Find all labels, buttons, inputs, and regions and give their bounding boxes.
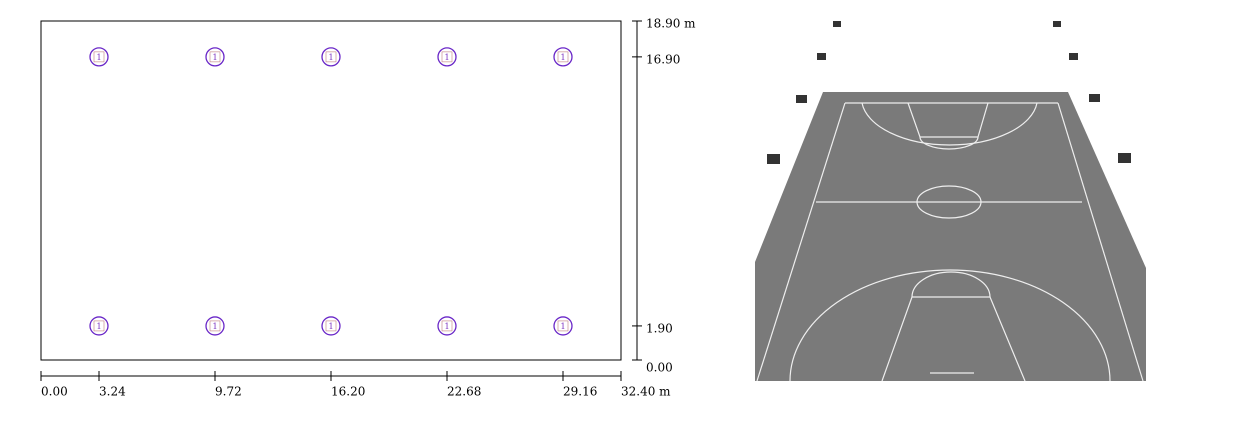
luminaire-box: [93, 51, 105, 63]
luminaire-box: [209, 51, 221, 63]
court-line: [861, 102, 1038, 146]
luminaire-label: 1: [212, 322, 217, 331]
luminaire-label: 1: [560, 322, 565, 331]
luminaire: 1: [553, 316, 573, 336]
fixture: [833, 21, 841, 27]
luminaire-box: [441, 320, 453, 332]
luminaire-symbol: [89, 316, 109, 336]
luminaire-box: [325, 51, 337, 63]
luminaire-symbol: [437, 47, 457, 67]
luminaire: 1: [437, 47, 457, 67]
luminaire-box: [441, 51, 453, 63]
fixture: [1069, 53, 1078, 60]
luminaire-box: [557, 320, 569, 332]
x-tick-label: 22.68: [447, 385, 481, 399]
luminaire-label: 1: [328, 53, 333, 62]
court-line: [907, 102, 989, 138]
y-tick-label: 16.90: [646, 52, 680, 66]
luminaire-symbol: [553, 316, 573, 336]
fixture: [817, 53, 826, 60]
luminaire-symbol: [89, 47, 109, 67]
plan-border: [40, 20, 622, 361]
luminaire-symbol: [205, 316, 225, 336]
fixture: [1053, 21, 1061, 27]
fixture: [767, 154, 780, 164]
court-line: [919, 136, 979, 150]
luminaire-label: 1: [328, 322, 333, 331]
x-tick-label: 9.72: [215, 385, 242, 399]
luminaire: 1: [205, 316, 225, 336]
luminaire-label: 1: [444, 53, 449, 62]
court-line: [881, 296, 1026, 382]
x-tick-label: 16.20: [331, 385, 365, 399]
luminaire-box: [209, 320, 221, 332]
court-line: [1057, 102, 1144, 382]
court-floor: [755, 92, 1146, 381]
x-tick-label: 0.00: [41, 385, 68, 399]
fixture: [796, 95, 807, 103]
court-3d: [755, 21, 1146, 382]
luminaire-label: 1: [212, 53, 217, 62]
x-tick-label: 3.24: [99, 385, 126, 399]
luminaire: 1: [437, 316, 457, 336]
y-tick-label: 18.90 m: [646, 17, 696, 31]
court-line: [756, 102, 846, 382]
luminaire-symbol: [321, 47, 341, 67]
luminaire: 1: [553, 47, 573, 67]
court-line: [789, 269, 1111, 382]
fixture: [1089, 94, 1100, 102]
court-line: [916, 185, 982, 219]
luminaire-symbol: [205, 47, 225, 67]
luminaire-symbol: [553, 47, 573, 67]
luminaire-box: [93, 320, 105, 332]
luminaire-box: [325, 320, 337, 332]
luminaire-label: 1: [560, 53, 565, 62]
x-tick-label: 32.40 m: [621, 385, 671, 399]
y-tick-label: 1.90: [646, 321, 673, 335]
luminaire: 1: [321, 316, 341, 336]
court-line: [911, 271, 991, 298]
luminaire: 1: [89, 316, 109, 336]
luminaire-box: [557, 51, 569, 63]
luminaire-label: 1: [96, 53, 101, 62]
luminaire: 1: [321, 47, 341, 67]
luminaire-symbol: [437, 316, 457, 336]
luminaire-label: 1: [444, 322, 449, 331]
luminaire-label: 1: [96, 322, 101, 331]
fixture: [1118, 153, 1131, 163]
luminaire: 1: [205, 47, 225, 67]
x-tick-label: 29.16: [563, 385, 597, 399]
luminaire-symbol: [321, 316, 341, 336]
luminaire: 1: [89, 47, 109, 67]
y-tick-label: 0.00: [646, 361, 673, 375]
